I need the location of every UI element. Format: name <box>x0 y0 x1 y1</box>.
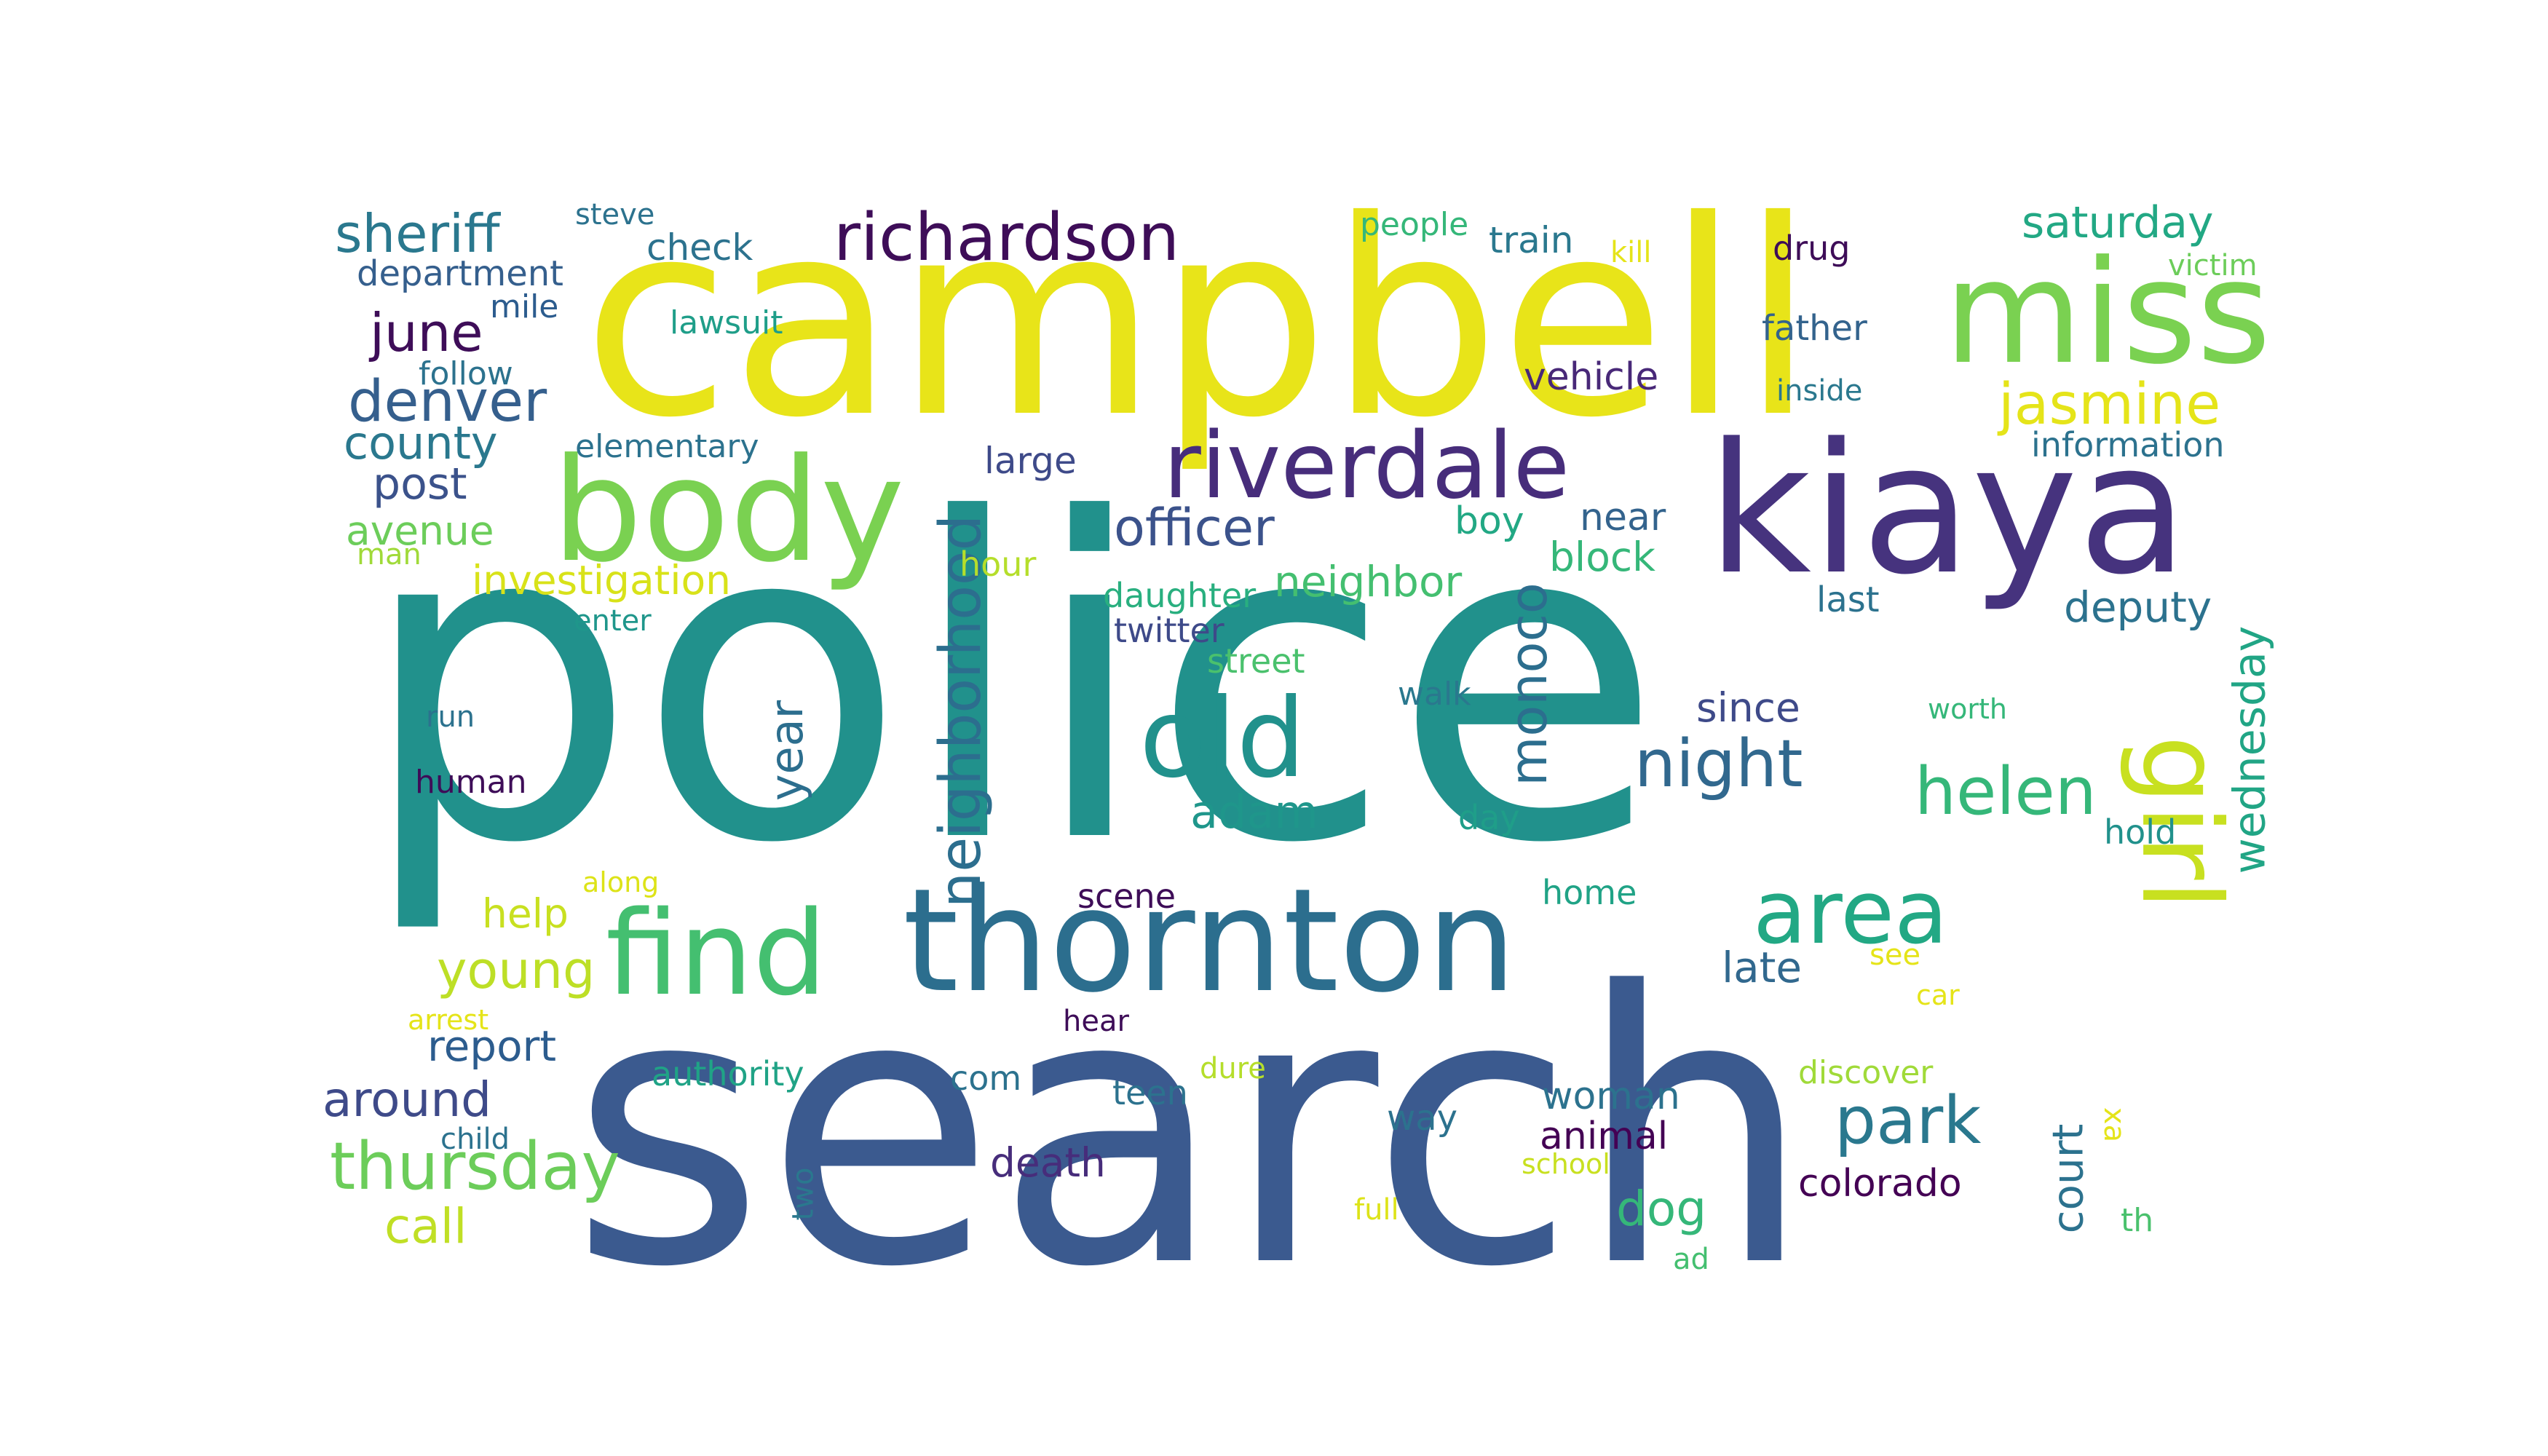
word-enter: enter <box>574 604 652 638</box>
word-death: death <box>990 1139 1106 1186</box>
word-xa: xa <box>2097 1107 2132 1143</box>
word-two: two <box>786 1167 820 1221</box>
word-police: police <box>358 427 1663 939</box>
word-teen: teen <box>1112 1073 1188 1112</box>
word-thursday: thursday <box>330 1128 620 1205</box>
word-night: night <box>1634 726 1803 802</box>
word-train: train <box>1489 219 1574 261</box>
word-com: com <box>950 1059 1022 1098</box>
word-area: area <box>1753 863 1948 964</box>
word-deputy: deputy <box>2064 582 2212 632</box>
word-mile: mile <box>490 288 559 325</box>
word-animal: animal <box>1540 1115 1669 1158</box>
word-officer: officer <box>1114 498 1275 558</box>
word-body: body <box>552 428 905 594</box>
word-people: people <box>1360 206 1469 243</box>
word-jasmine: jasmine <box>1998 372 2221 438</box>
word-investigation: investigation <box>472 557 731 604</box>
word-hear: hear <box>1063 1005 1129 1038</box>
word-call: call <box>384 1198 467 1254</box>
word-large: large <box>984 440 1077 482</box>
word-avenue: avenue <box>346 507 494 554</box>
word-old: old <box>1139 676 1306 802</box>
word-man: man <box>357 538 422 571</box>
word-check: check <box>646 226 753 269</box>
word-school: school <box>1522 1148 1610 1180</box>
word-dure: dure <box>1200 1052 1266 1085</box>
word-wednesday: wednesday <box>2224 625 2276 874</box>
word-denver: denver <box>348 369 547 435</box>
word-monoco: monoco <box>1498 582 1559 786</box>
word-colorado: colorado <box>1798 1162 1962 1206</box>
word-campbell: campbell <box>582 164 1816 477</box>
word-street: street <box>1207 641 1305 681</box>
word-walk: walk <box>1398 676 1471 713</box>
word-information: information <box>2031 425 2225 464</box>
word-discover: discover <box>1798 1054 1934 1091</box>
word-year: year <box>760 700 814 802</box>
word-adam: adam <box>1190 786 1318 839</box>
word-kill: kill <box>1610 236 1652 269</box>
word-thornton: thornton <box>903 858 1517 1024</box>
word-helen: helen <box>1915 753 2097 830</box>
word-vehicle: vehicle <box>1524 355 1659 399</box>
word-victim: victim <box>2168 249 2258 282</box>
word-sheriff: sheriff <box>335 203 500 264</box>
word-daughter: daughter <box>1103 576 1257 615</box>
word-near: near <box>1580 496 1666 539</box>
word-run: run <box>426 700 475 734</box>
word-father: father <box>1762 308 1867 349</box>
word-dog: dog <box>1616 1181 1707 1237</box>
word-june: june <box>370 302 483 363</box>
word-worth: worth <box>1928 693 2007 725</box>
word-full: full <box>1354 1193 1399 1227</box>
word-report: report <box>427 1021 557 1071</box>
word-steve: steve <box>575 198 655 232</box>
word-inside: inside <box>1776 374 1863 408</box>
word-department: department <box>357 253 563 294</box>
word-follow: follow <box>419 355 513 392</box>
word-court: court <box>2043 1123 2093 1234</box>
word-around: around <box>323 1072 492 1128</box>
word-ad: ad <box>1673 1243 1709 1276</box>
word-last: last <box>1816 579 1880 620</box>
word-hour: hour <box>960 545 1037 584</box>
word-woman: woman <box>1542 1075 1680 1118</box>
word-richardson: richardson <box>834 199 1180 276</box>
word-scene: scene <box>1077 877 1176 916</box>
word-help: help <box>482 890 569 937</box>
word-car: car <box>1916 979 1960 1011</box>
word-home: home <box>1542 873 1637 912</box>
word-authority: authority <box>652 1054 804 1093</box>
word-late: late <box>1722 943 1803 992</box>
word-young: young <box>437 941 596 1000</box>
word-lawsuit: lawsuit <box>670 304 783 341</box>
word-human: human <box>415 764 527 801</box>
word-way: way <box>1387 1098 1458 1139</box>
word-find: find <box>606 885 827 1021</box>
word-elementary: elementary <box>575 428 759 465</box>
word-riverdale: riverdale <box>1163 412 1570 519</box>
word-neighbor: neighbor <box>1274 557 1463 606</box>
word-boy: boy <box>1455 499 1524 543</box>
word-along: along <box>582 866 660 898</box>
word-see: see <box>1870 938 1921 972</box>
word-th: th <box>2121 1202 2154 1239</box>
word-block: block <box>1549 534 1655 580</box>
word-post: post <box>373 459 467 510</box>
word-hold: hold <box>2104 812 2177 852</box>
word-county: county <box>344 416 498 470</box>
word-saturday: saturday <box>2022 197 2214 248</box>
word-twitter: twitter <box>1114 611 1224 650</box>
word-miss: miss <box>1944 230 2271 396</box>
word-kiaya: kiaya <box>1707 405 2188 614</box>
word-day: day <box>1458 798 1520 837</box>
word-search: search <box>570 914 1813 1349</box>
word-park: park <box>1835 1083 1982 1159</box>
word-since: since <box>1696 684 1800 731</box>
word-child: child <box>440 1123 510 1156</box>
word-arrest: arrest <box>408 1004 489 1036</box>
word-drug: drug <box>1773 229 1851 268</box>
